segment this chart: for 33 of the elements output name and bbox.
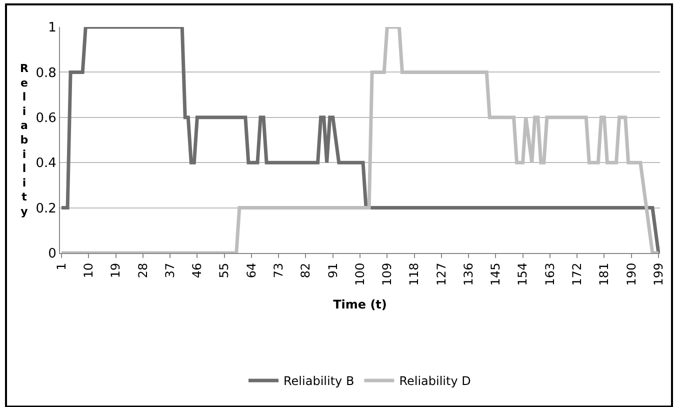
x-tick-label: 82 [298,262,313,278]
x-tick-label: 46 [190,262,204,278]
x-tick-label: 181 [597,262,612,286]
text: Reliability [20,62,28,218]
x-tick-label: 118 [407,262,422,286]
x-tick-label: 28 [136,262,150,278]
x-tick-label: 100 [352,262,367,286]
x-axis-title: Time (t) [333,298,387,312]
legend-label: Reliability D [399,374,471,388]
x-tick-label: 145 [488,262,503,286]
y-tick-label: 0.4 [36,156,56,172]
x-tick-label: 73 [271,262,286,278]
x-tick-label: 10 [82,262,96,278]
x-tick-label: 37 [162,262,177,278]
y-tick-label: 0 [48,246,56,262]
x-tick-label: 199 [651,262,666,286]
x-tick-label: 109 [380,262,394,286]
x-tick-label: 64 [244,262,258,278]
y-tick-label: 1 [48,20,56,36]
x-tick-label: 172 [570,262,584,286]
x-tick-label: 91 [326,262,340,278]
y-tick-label: 0.2 [36,201,56,216]
x-tick-label: 136 [461,262,476,286]
x-tick-label: 1 [54,262,68,270]
y-tick-label: 0.8 [36,66,56,81]
x-tick-label: 154 [516,262,530,286]
x-tick-label: 163 [542,262,557,286]
x-tick-label: 127 [434,262,448,286]
legend-label: Reliability B [284,374,354,388]
x-tick-label: 190 [624,262,638,286]
y-tick-label: 0.6 [36,110,56,126]
x-tick-label: 55 [217,262,232,278]
x-tick-label: 19 [108,262,123,278]
